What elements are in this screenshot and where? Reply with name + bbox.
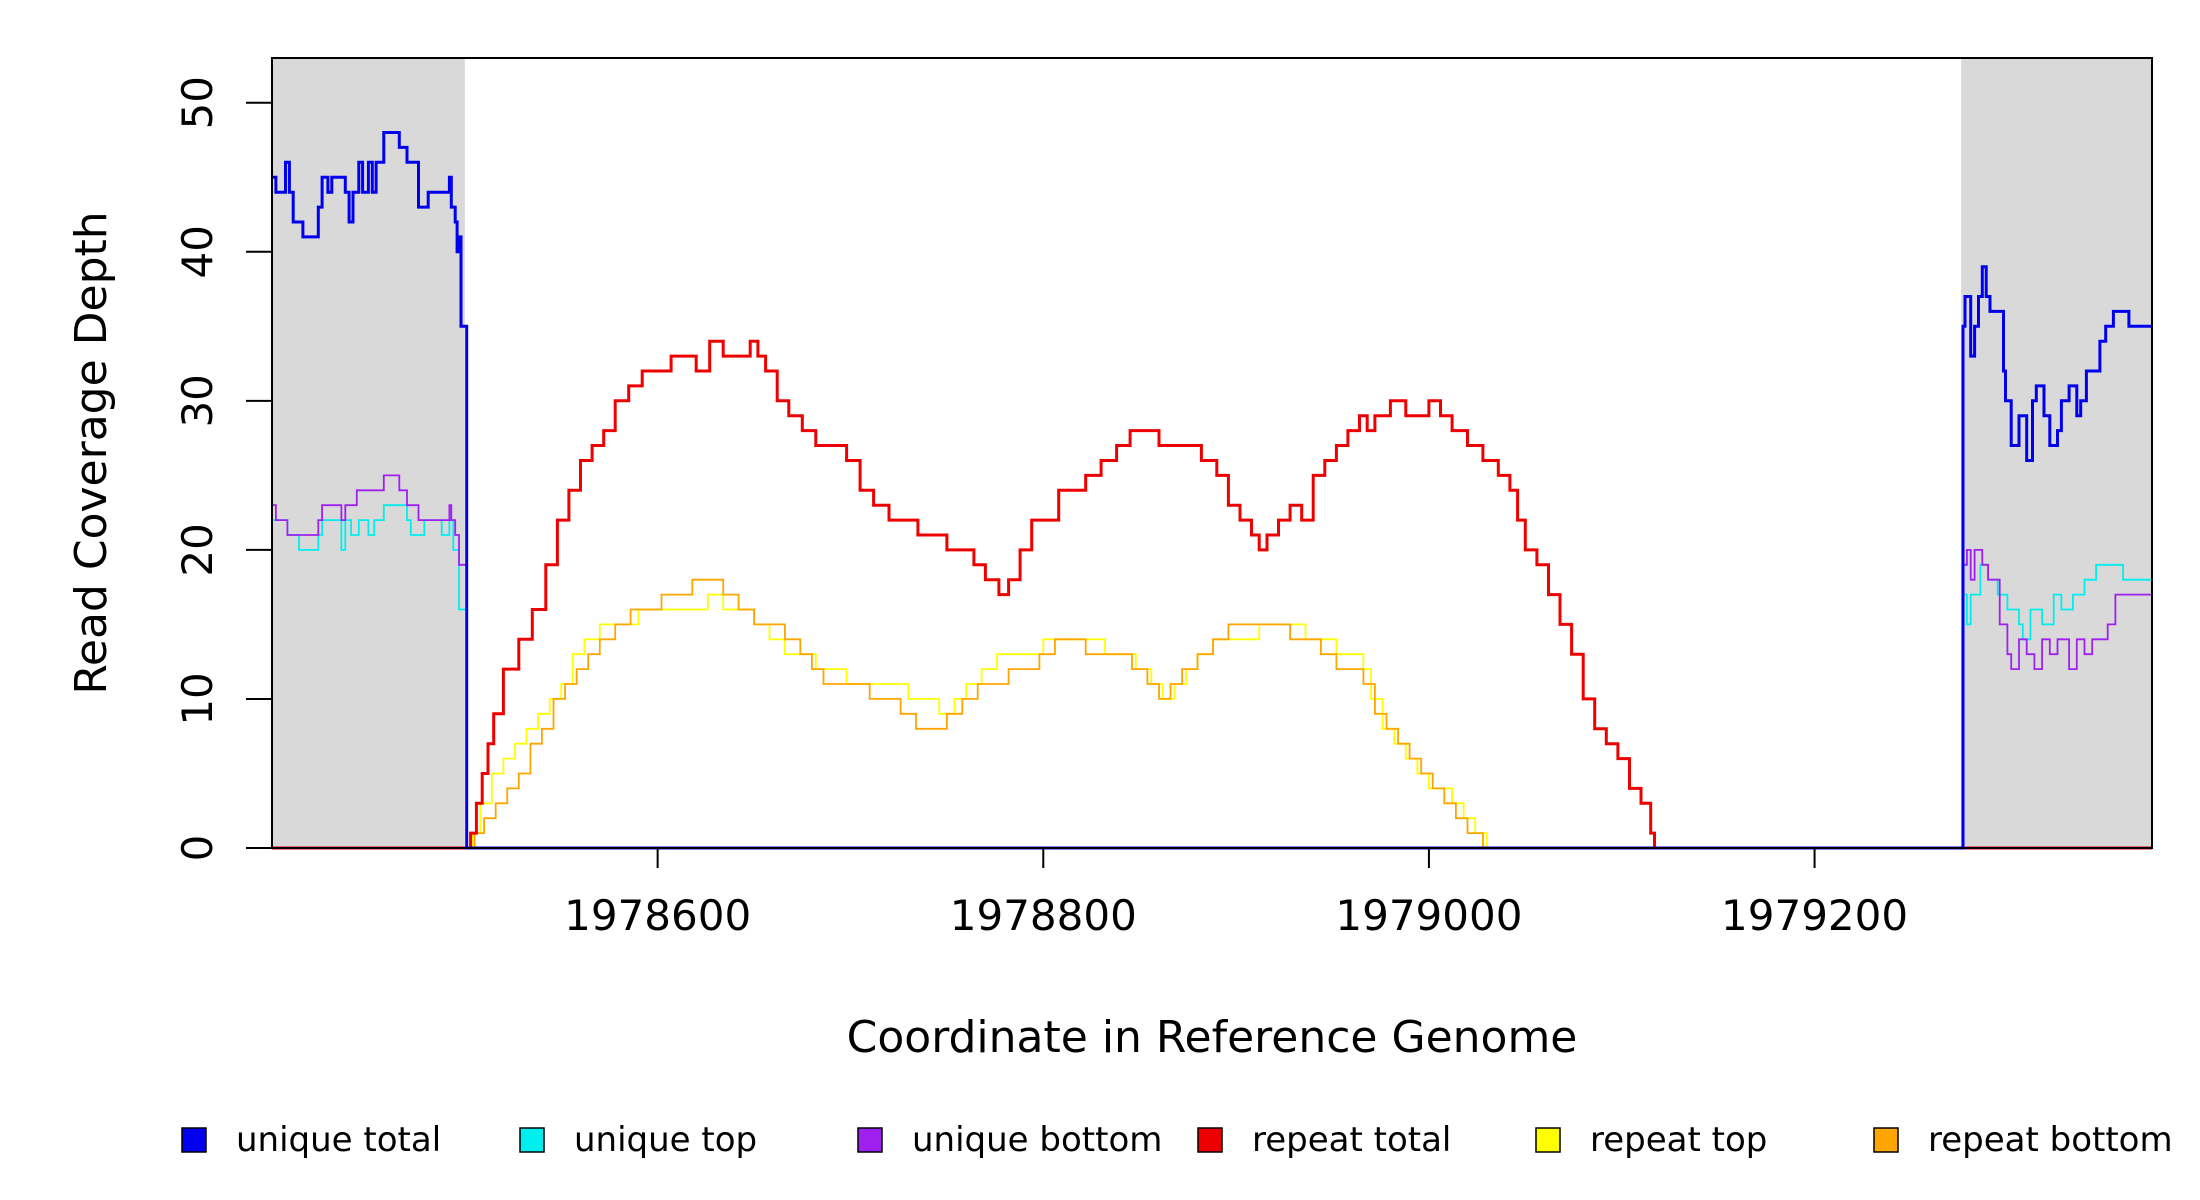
y-tick-label: 10: [173, 672, 222, 725]
x-tick-label: 1978800: [950, 891, 1137, 940]
y-tick-label: 40: [173, 225, 222, 278]
x-axis-title: Coordinate in Reference Genome: [847, 1012, 1578, 1063]
y-tick-label: 50: [173, 76, 222, 129]
shaded-region-2: [1961, 58, 2152, 848]
legend-swatch: [1873, 1127, 1899, 1153]
y-axis-title: Read Coverage Depth: [66, 211, 117, 694]
legend-label: unique top: [574, 1120, 757, 1160]
legend: unique total unique top unique bottom repea…: [181, 1120, 2173, 1160]
legend-label: unique total: [236, 1120, 441, 1160]
y-tick-label: 20: [173, 523, 222, 576]
legend-item-unique-bottom: unique bottom: [857, 1120, 1162, 1160]
series-line-repeat-bottom: [272, 578, 2152, 849]
legend-label: unique bottom: [912, 1120, 1162, 1160]
legend-item-repeat-top: repeat top: [1535, 1120, 1767, 1160]
legend-swatch: [519, 1127, 545, 1153]
series-line-repeat-top: [272, 593, 2152, 849]
legend-item-repeat-bottom: repeat bottom: [1873, 1120, 2173, 1160]
legend-item-repeat-total: repeat total: [1197, 1120, 1451, 1160]
x-tick-label: 1979000: [1335, 891, 1522, 940]
y-axis: 0 10 20 30 40 50: [173, 76, 273, 862]
legend-swatch: [857, 1127, 883, 1153]
series-line-unique-top: [272, 504, 2152, 849]
legend-swatch: [181, 1127, 207, 1153]
legend-label: repeat top: [1590, 1120, 1767, 1160]
x-tick-label: 1979200: [1721, 891, 1908, 940]
series-line-unique-total: [272, 131, 2152, 850]
legend-swatch: [1197, 1127, 1223, 1153]
legend-swatch: [1535, 1127, 1561, 1153]
legend-item-unique-total: unique total: [181, 1120, 441, 1160]
y-tick-label: 0: [173, 835, 222, 862]
legend-item-unique-top: unique top: [519, 1120, 757, 1160]
series-layer: [272, 131, 2152, 850]
series-line-repeat-total: [272, 339, 2152, 850]
x-tick-label: 1978600: [564, 891, 751, 940]
y-tick-label: 30: [173, 374, 222, 427]
legend-label: repeat total: [1252, 1120, 1451, 1160]
x-axis: 1978600 1978800 1979000 1979200: [564, 848, 1908, 940]
legend-label: repeat bottom: [1928, 1120, 2173, 1160]
series-line-unique-bottom: [272, 474, 2152, 849]
